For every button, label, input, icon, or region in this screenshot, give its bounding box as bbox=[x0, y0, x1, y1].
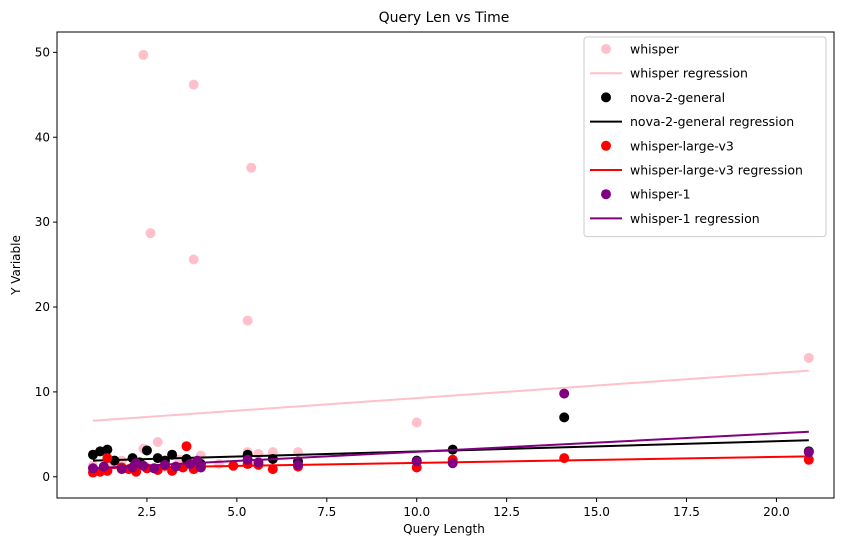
legend-label: whisper-1 bbox=[630, 187, 691, 202]
legend-label: whisper-1 regression bbox=[630, 211, 760, 226]
data-point bbox=[141, 445, 152, 456]
y-axis-label: Y Variable bbox=[9, 235, 23, 296]
data-point bbox=[246, 162, 257, 173]
y-axis: 0 10 20 30 40 50 bbox=[35, 45, 57, 484]
y-tick-label: 40 bbox=[35, 130, 50, 144]
data-point bbox=[559, 453, 570, 464]
x-axis: 2.5 5.0 7.5 10.0 12.5 15.0 17.5 20.0 bbox=[137, 498, 790, 519]
y-tick-label: 0 bbox=[42, 470, 50, 484]
series-whisper-1 bbox=[87, 388, 814, 475]
y-tick-label: 30 bbox=[35, 215, 50, 229]
data-point bbox=[102, 453, 113, 464]
data-point bbox=[167, 449, 178, 460]
plot-marks bbox=[87, 49, 814, 478]
legend-label: whisper-large-v3 bbox=[630, 138, 734, 153]
plot-frame bbox=[56, 31, 835, 499]
data-point bbox=[145, 228, 156, 239]
regression-line bbox=[92, 369, 809, 422]
x-axis-label: Query Length bbox=[403, 522, 485, 536]
legend-label: nova-2-general regression bbox=[630, 114, 794, 129]
legend-label: whisper-large-v3 regression bbox=[630, 163, 803, 178]
data-point bbox=[293, 459, 304, 470]
x-tick-label: 5.0 bbox=[227, 505, 246, 519]
data-point bbox=[242, 315, 253, 326]
legend-marker bbox=[601, 140, 611, 151]
x-tick-label: 2.5 bbox=[137, 505, 156, 519]
data-point bbox=[447, 458, 458, 469]
data-point bbox=[116, 464, 127, 475]
legend-label: nova-2-general bbox=[630, 90, 725, 105]
data-point bbox=[188, 79, 199, 90]
data-point bbox=[267, 464, 278, 475]
legend-label: whisper bbox=[630, 42, 680, 57]
x-tick-label: 12.5 bbox=[493, 505, 520, 519]
legend-label: whisper regression bbox=[630, 66, 748, 81]
legend-marker bbox=[601, 189, 611, 200]
y-tick-label: 50 bbox=[35, 45, 50, 59]
data-point bbox=[98, 461, 109, 472]
data-point bbox=[152, 436, 163, 447]
x-tick-label: 17.5 bbox=[673, 505, 700, 519]
regression-line bbox=[92, 430, 809, 470]
data-point bbox=[803, 447, 814, 458]
data-point bbox=[803, 352, 814, 363]
data-point bbox=[559, 388, 570, 399]
data-point bbox=[181, 441, 192, 452]
data-point bbox=[213, 459, 224, 470]
y-tick-label: 20 bbox=[35, 300, 50, 314]
x-tick-label: 7.5 bbox=[317, 505, 336, 519]
legend-box bbox=[583, 36, 827, 238]
legend: whisper whisper regression nova-2-general n… bbox=[583, 36, 827, 238]
data-point bbox=[411, 417, 422, 428]
data-point bbox=[138, 49, 149, 60]
x-tick-label: 15.0 bbox=[583, 505, 610, 519]
x-tick-label: 20.0 bbox=[763, 505, 790, 519]
data-point bbox=[559, 412, 570, 423]
legend-marker bbox=[601, 92, 611, 103]
legend-marker bbox=[601, 44, 611, 54]
data-point bbox=[188, 254, 199, 265]
data-point bbox=[411, 456, 422, 467]
chart-title: Query Len vs Time bbox=[379, 10, 510, 26]
y-tick-label: 10 bbox=[35, 385, 50, 399]
data-point bbox=[102, 444, 113, 455]
x-tick-label: 10.0 bbox=[403, 505, 430, 519]
